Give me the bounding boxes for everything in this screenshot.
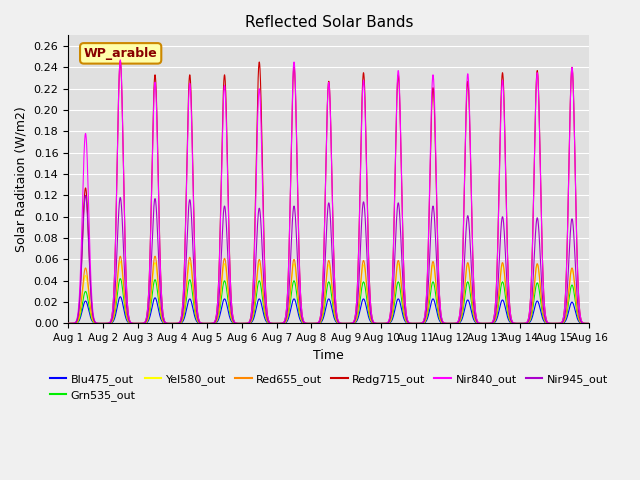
Redg715_out (558, 319, 566, 325)
Line: Grn535_out: Grn535_out (68, 278, 589, 324)
Nir945_out (82, 192, 90, 198)
Redg715_out (538, 211, 545, 216)
Nir840_out (116, 57, 124, 63)
Nir945_out (586, 321, 593, 326)
Red655_out (586, 321, 593, 326)
Nir945_out (538, 275, 545, 280)
Grn535_out (116, 276, 124, 281)
Yel580_out (264, 319, 272, 325)
X-axis label: Time: Time (314, 349, 344, 362)
Blu475_out (116, 294, 124, 300)
Line: Blu475_out: Blu475_out (68, 297, 589, 324)
Legend: Blu475_out, Grn535_out, Yel580_out, Red655_out, Redg715_out, Nir840_out, Nir945_: Blu475_out, Grn535_out, Yel580_out, Red6… (45, 369, 612, 406)
Blu475_out (558, 321, 566, 326)
Blu475_out (538, 311, 545, 317)
Nir840_out (127, 319, 134, 325)
Blu475_out (390, 309, 398, 315)
Blu475_out (264, 320, 272, 326)
Nir945_out (558, 320, 566, 326)
Grn535_out (535, 285, 543, 291)
Nir945_out (127, 320, 134, 326)
Grn535_out (538, 303, 545, 309)
Line: Red655_out: Red655_out (68, 256, 589, 324)
Yel580_out (538, 295, 545, 301)
Nir840_out (538, 212, 545, 217)
Nir840_out (558, 319, 566, 325)
Yel580_out (116, 259, 124, 264)
Nir840_out (586, 321, 593, 326)
Blu475_out (64, 321, 72, 326)
Yel580_out (64, 321, 72, 326)
Nir840_out (535, 101, 543, 107)
Text: WP_arable: WP_arable (84, 47, 157, 60)
Line: Nir840_out: Nir840_out (68, 60, 589, 324)
Red655_out (538, 295, 545, 300)
Title: Reflected Solar Bands: Reflected Solar Bands (244, 15, 413, 30)
Nir945_out (390, 264, 398, 270)
Line: Nir945_out: Nir945_out (68, 195, 589, 324)
Redg715_out (116, 58, 124, 64)
Nir945_out (264, 318, 272, 324)
Red655_out (558, 320, 566, 326)
Yel580_out (558, 320, 566, 326)
Redg715_out (127, 319, 134, 325)
Yel580_out (127, 320, 134, 326)
Red655_out (127, 320, 134, 326)
Grn535_out (558, 320, 566, 326)
Redg715_out (64, 321, 72, 326)
Red655_out (535, 268, 543, 274)
Grn535_out (127, 320, 134, 326)
Yel580_out (586, 321, 593, 326)
Nir840_out (390, 203, 398, 208)
Nir840_out (64, 321, 72, 326)
Red655_out (390, 291, 398, 297)
Line: Yel580_out: Yel580_out (68, 262, 589, 324)
Blu475_out (127, 321, 134, 326)
Nir840_out (264, 315, 272, 321)
Grn535_out (264, 320, 272, 325)
Blu475_out (535, 301, 543, 307)
Yel580_out (390, 293, 398, 299)
Redg715_out (390, 205, 398, 211)
Blu475_out (586, 321, 593, 326)
Grn535_out (586, 321, 593, 326)
Red655_out (116, 253, 124, 259)
Grn535_out (64, 321, 72, 326)
Red655_out (64, 321, 72, 326)
Nir945_out (64, 321, 72, 326)
Red655_out (264, 319, 272, 325)
Nir945_out (535, 228, 543, 234)
Redg715_out (264, 315, 272, 321)
Yel580_out (535, 269, 543, 275)
Grn535_out (390, 301, 398, 307)
Line: Redg715_out: Redg715_out (68, 61, 589, 324)
Y-axis label: Solar Raditaion (W/m2): Solar Raditaion (W/m2) (15, 107, 28, 252)
Redg715_out (535, 99, 543, 105)
Redg715_out (586, 321, 593, 326)
